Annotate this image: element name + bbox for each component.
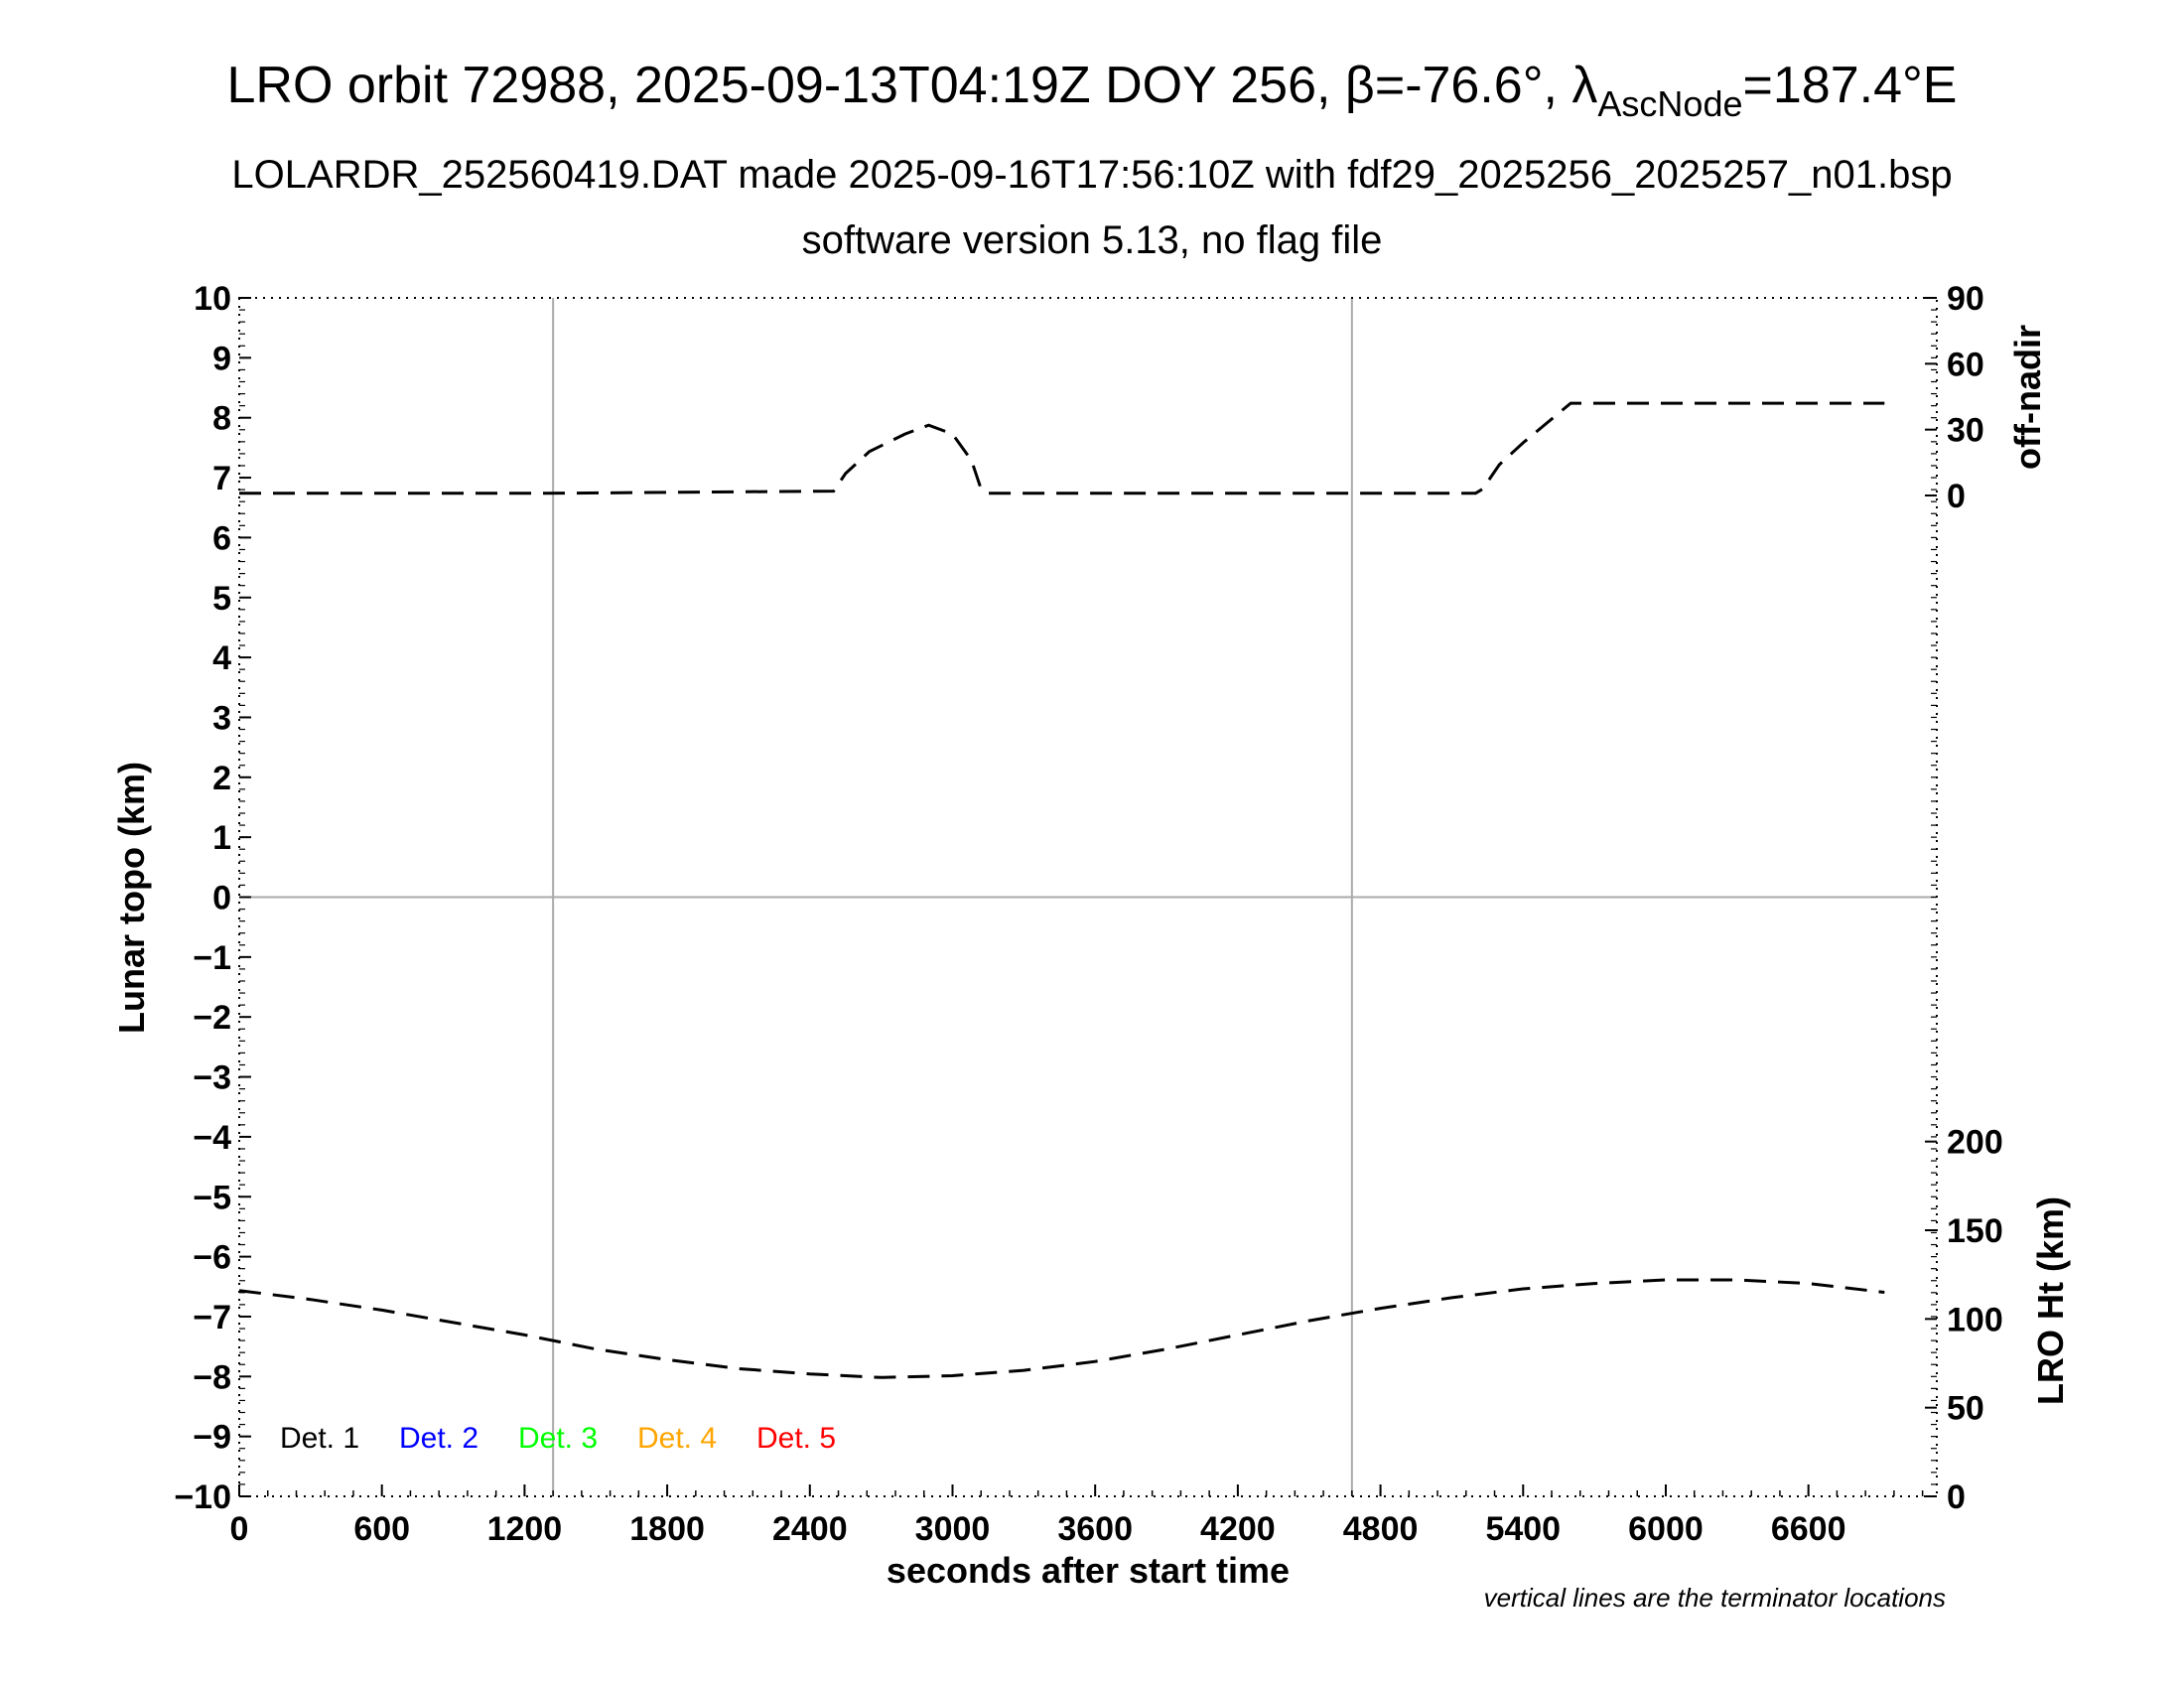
x-tick-label: 6600 [1771,1510,1846,1548]
y-tick-label: −2 [193,999,231,1037]
y-tick-label: 1 [212,819,231,857]
y-axis-title-off-nadir: off-nadir [2007,325,2048,470]
chart-subtitle-file: LOLARDR_252560419.DAT made 2025-09-16T17… [231,153,1952,197]
legend: Det. 1 Det. 2 Det. 3 Det. 4 Det. 5 [280,1422,836,1455]
y-tick-label: 10 [194,280,231,318]
x-tick-label: 5400 [1485,1510,1561,1548]
chart-title: LRO orbit 72988, 2025-09-13T04:19Z DOY 2… [227,57,1958,124]
height-tick-label: 50 [1947,1390,1984,1428]
x-tick-label: 4200 [1200,1510,1276,1548]
terminator-footnote: vertical lines are the terminator locati… [1484,1583,1946,1613]
legend-item-det-2: Det. 2 [399,1422,478,1455]
y-tick-label: 8 [212,400,231,438]
y-tick-label: −7 [193,1299,231,1336]
x-tick-label: 1800 [629,1510,705,1548]
y-tick-label: 2 [212,760,231,797]
y-tick-label: 7 [212,460,231,497]
off-nadir-tick-label: 90 [1947,280,1984,318]
x-tick-label: 1200 [487,1510,563,1548]
y-tick-label: 0 [212,880,231,917]
legend-item-det-1: Det. 1 [280,1422,359,1455]
y-axis-title-lro-height: LRO Ht (km) [2030,1196,2071,1405]
legend-item-det-3: Det. 3 [518,1422,598,1455]
y-tick-label: 6 [212,519,231,557]
y-tick-label: −4 [193,1119,231,1157]
height-tick-label: 100 [1947,1301,2003,1338]
x-tick-label: 600 [353,1510,410,1548]
legend-item-det-4: Det. 4 [637,1422,717,1455]
x-tick-label: 4800 [1343,1510,1419,1548]
x-tick-label: 3600 [1057,1510,1133,1548]
x-tick-label: 3000 [915,1510,991,1548]
y-tick-label: 9 [212,340,231,377]
plot-frame [238,297,1938,1497]
y-tick-label: −6 [193,1239,231,1277]
y-tick-label: −9 [193,1419,231,1457]
y-tick-label: −5 [193,1179,231,1216]
x-axis-title: seconds after start time [887,1550,1290,1591]
x-tick-label: 0 [230,1510,249,1548]
x-tick-label: 2400 [772,1510,848,1548]
tick-labels: 0 600 1200 1800 2400 3000 3600 4200 4800 5400 6000… [174,280,2002,1548]
y-tick-label: −10 [174,1478,231,1516]
off-nadir-series [239,401,1885,495]
y-tick-label: −3 [193,1059,231,1097]
y-tick-label: −1 [193,939,231,977]
height-tick-label: 150 [1947,1212,2003,1250]
off-nadir-tick-label: 60 [1947,346,1984,383]
chart-subtitle-version: software version 5.13, no flag file [802,218,1383,262]
y-tick-label: −8 [193,1358,231,1396]
height-tick-label: 200 [1947,1124,2003,1162]
series-layer [238,401,1885,1379]
grid-lines [239,298,1937,1496]
y-axis-title-left: Lunar topo (km) [111,762,152,1034]
y-tick-label: 3 [212,699,231,737]
off-nadir-tick-label: 0 [1947,478,1966,515]
y-tick-label: 4 [212,639,231,677]
y-tick-label: 5 [212,580,231,618]
height-tick-label: 0 [1947,1478,1966,1516]
lro-height-series [238,1278,1885,1379]
x-tick-label: 6000 [1628,1510,1704,1548]
legend-item-det-5: Det. 5 [756,1422,836,1455]
off-nadir-tick-label: 30 [1947,412,1984,450]
